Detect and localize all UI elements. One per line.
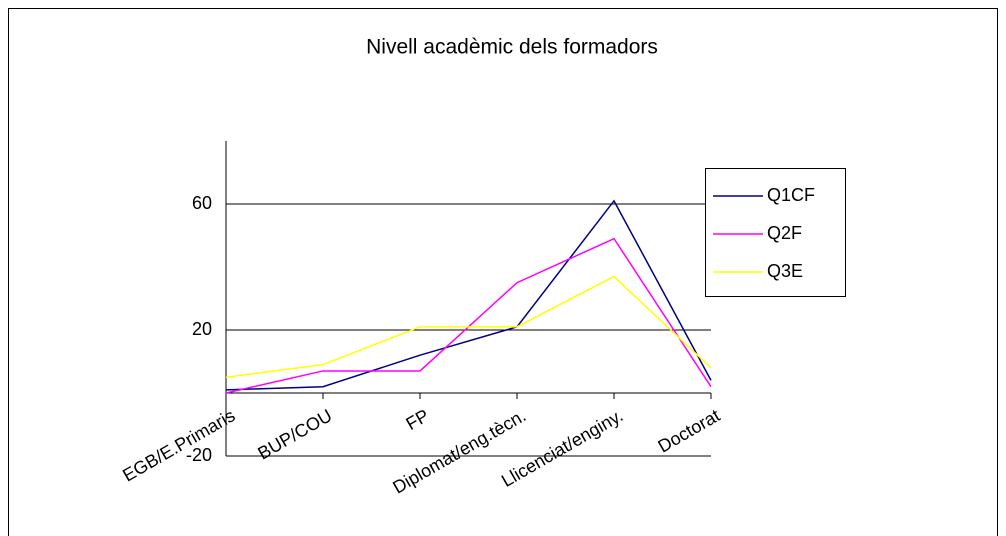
- y-tick-label: -20: [186, 445, 212, 465]
- y-tick-label: 60: [192, 193, 212, 213]
- chart-title: Nivell acadèmic dels formadors: [366, 36, 658, 59]
- y-tick-label: 20: [192, 319, 212, 339]
- legend-label: Q2F: [767, 223, 802, 243]
- legend-label: Q3E: [767, 261, 803, 281]
- series-line: [225, 275, 712, 378]
- legend-box: [705, 168, 846, 297]
- series-line: [225, 199, 712, 391]
- legend-label: Q1CF: [767, 185, 815, 205]
